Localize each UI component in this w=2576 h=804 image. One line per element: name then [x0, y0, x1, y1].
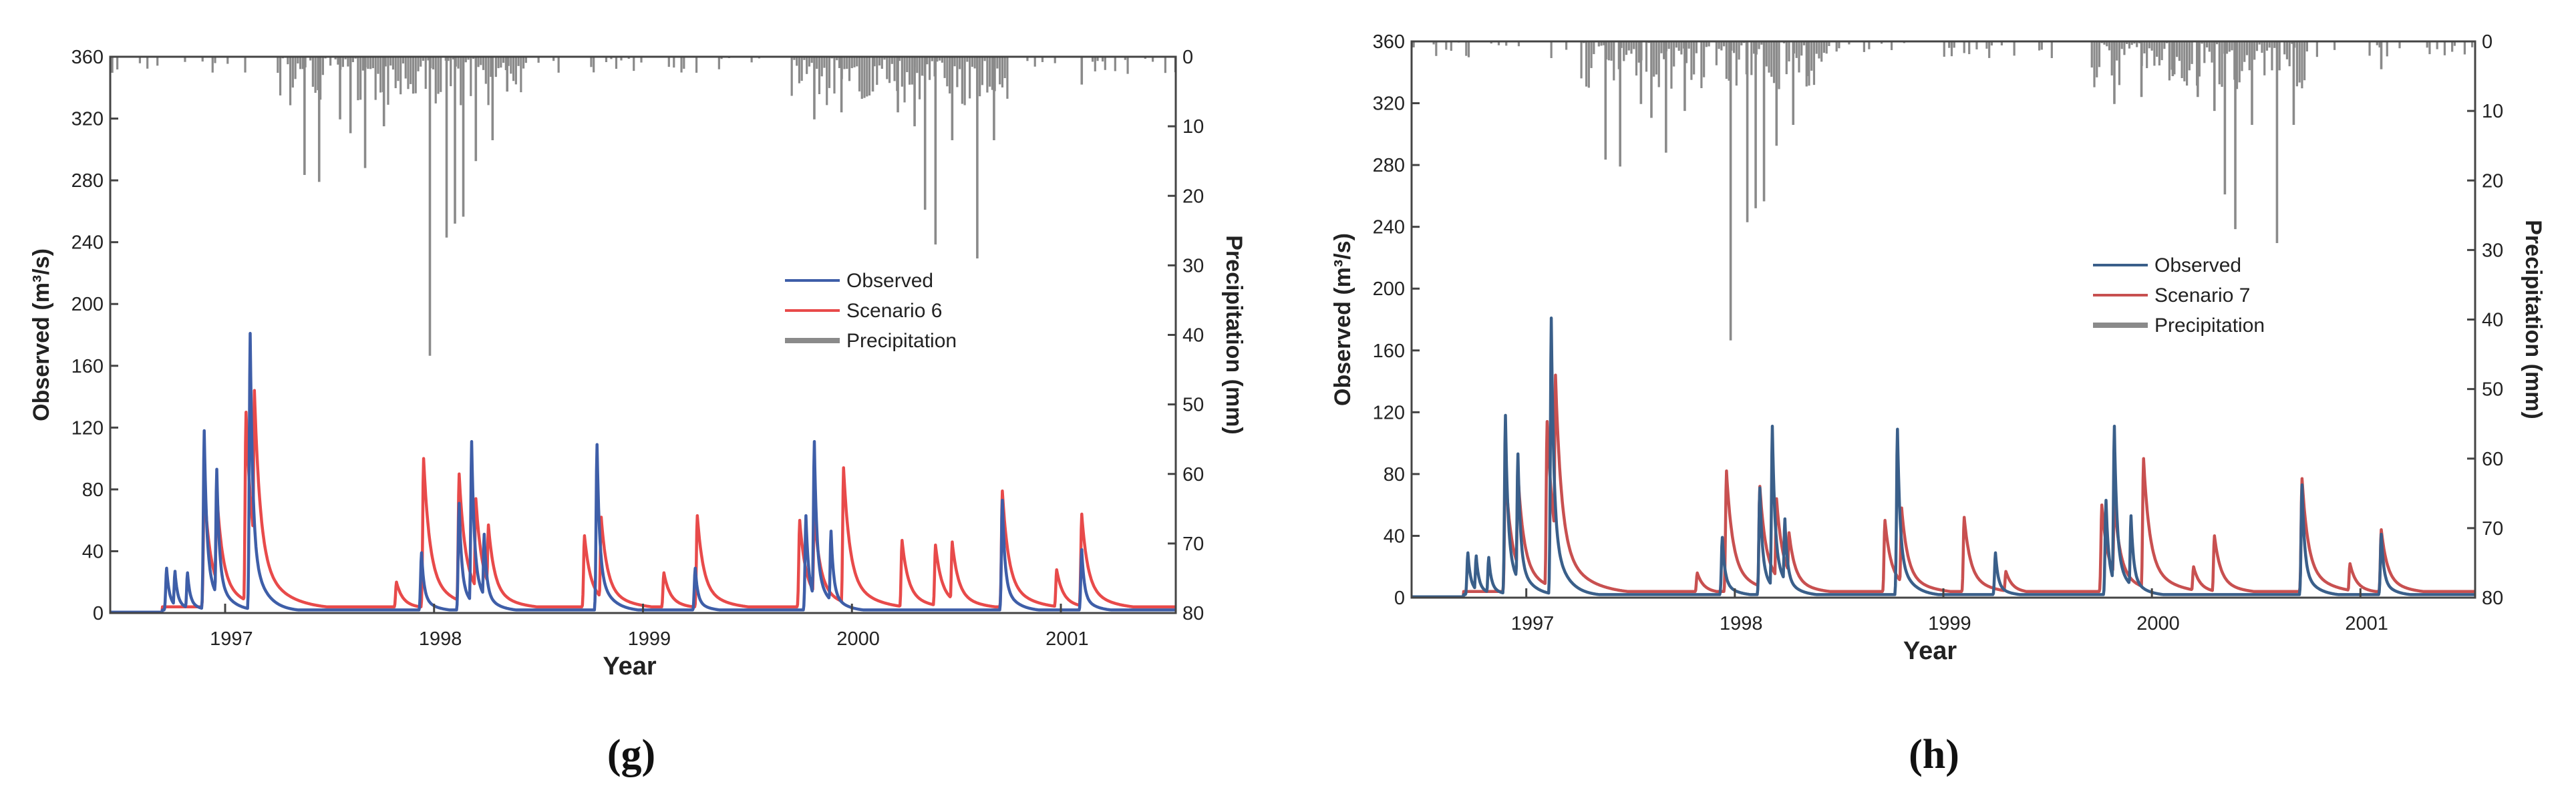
legend: Observed Scenario 7 Precipitation — [2093, 254, 2265, 337]
x-tick-label: 2001 — [2345, 613, 2388, 634]
x-axis-title: Year — [1903, 637, 1957, 665]
y-tick-label: 160 — [71, 356, 104, 377]
x-axis-title: Year — [603, 652, 657, 680]
x-axis: 1997 1998 1999 2000 2001 — [210, 604, 1089, 650]
y2-tick-label: 60 — [2482, 449, 2503, 470]
x-tick-label: 1999 — [1928, 613, 1971, 634]
y-axis-right: 0 10 20 30 40 50 60 70 80 — [2467, 31, 2503, 609]
legend-label: Scenario 6 — [846, 300, 942, 322]
y-tick-label: 160 — [1373, 341, 1405, 362]
y2-tick-label: 10 — [2482, 101, 2503, 122]
legend-label: Scenario 7 — [2154, 284, 2250, 307]
x-tick-label: 1999 — [628, 628, 671, 650]
panel-label: (g) — [607, 732, 655, 777]
y-tick-label: 360 — [1373, 31, 1405, 53]
y2-tick-label: 70 — [2482, 518, 2503, 540]
discharge-lines — [109, 331, 1176, 614]
chart-panel-h: 0 40 80 120 160 200 240 280 320 360 0 10 20 30 40 50 60 7… — [1330, 31, 2546, 777]
y2-tick-label: 20 — [2482, 170, 2503, 192]
precipitation-bars — [111, 57, 1176, 356]
x-tick-label: 1998 — [1720, 613, 1763, 634]
y-axis-left: 0 40 80 120 160 200 240 280 320 360 — [71, 47, 118, 624]
legend-label: Observed — [846, 270, 933, 292]
legend-label: Precipitation — [2154, 315, 2265, 337]
x-tick-label: 1997 — [210, 628, 253, 650]
x-tick-label: 1998 — [419, 628, 462, 650]
discharge-lines — [1410, 316, 2476, 599]
plot-frame — [1410, 40, 2476, 599]
y-tick-label: 40 — [1384, 526, 1405, 547]
y-axis-right: 0 10 20 30 40 50 60 70 80 — [1168, 47, 1204, 624]
y-tick-label: 360 — [71, 47, 104, 68]
y-tick-label: 320 — [71, 109, 104, 130]
y-tick-label: 120 — [71, 417, 104, 439]
y2-tick-label: 40 — [2482, 310, 2503, 331]
y-tick-label: 280 — [1373, 155, 1405, 176]
y2-tick-label: 70 — [1182, 534, 1204, 555]
y-tick-label: 200 — [1373, 278, 1405, 300]
x-tick-label: 1997 — [1511, 613, 1555, 634]
y-tick-label: 40 — [82, 541, 104, 562]
scenario-line — [1410, 373, 2476, 599]
precipitation-bars — [1412, 41, 2474, 341]
y-tick-label: 240 — [1373, 217, 1405, 238]
panel-label: (h) — [1909, 732, 1959, 777]
y2-tick-label: 30 — [1182, 255, 1204, 276]
y2-tick-label: 20 — [1182, 186, 1204, 207]
y2-tick-label: 60 — [1182, 464, 1204, 485]
y2-axis-title: Precipitation (mm) — [1221, 235, 1247, 434]
y-tick-label: 240 — [71, 232, 104, 254]
chart-panel-g: 0 40 80 120 160 200 240 280 320 360 0 10 20 30 40 50 60 7… — [29, 47, 1247, 777]
y-tick-label: 0 — [1394, 588, 1405, 609]
legend-label: Precipitation — [846, 330, 957, 352]
x-tick-label: 2000 — [836, 628, 880, 650]
y-axis-left: 0 40 80 120 160 200 240 280 320 360 — [1373, 31, 1420, 609]
y2-tick-label: 80 — [2482, 588, 2503, 609]
y2-tick-label: 30 — [2482, 240, 2503, 261]
y2-tick-label: 10 — [1182, 116, 1204, 138]
x-tick-label: 2000 — [2136, 613, 2180, 634]
y2-tick-label: 50 — [1182, 395, 1204, 416]
y-tick-label: 80 — [1384, 464, 1405, 485]
legend-label: Observed — [2154, 254, 2241, 276]
y-tick-label: 80 — [82, 479, 104, 501]
legend: Observed Scenario 6 Precipitation — [785, 270, 957, 352]
plot-frame — [109, 55, 1177, 614]
y-tick-label: 0 — [93, 603, 104, 624]
y2-tick-label: 80 — [1182, 603, 1204, 624]
y2-tick-label: 0 — [2482, 31, 2492, 53]
y-axis-title: Observed (m³/s) — [29, 248, 54, 421]
y-tick-label: 120 — [1373, 402, 1405, 423]
y2-tick-label: 50 — [2482, 379, 2503, 401]
y2-tick-label: 40 — [1182, 325, 1204, 347]
y-tick-label: 320 — [1373, 93, 1405, 115]
y-tick-label: 280 — [71, 170, 104, 192]
y2-axis-title: Precipitation (mm) — [2521, 220, 2546, 419]
y-tick-label: 200 — [71, 294, 104, 315]
scenario-line — [109, 389, 1176, 614]
x-tick-label: 2001 — [1045, 628, 1089, 650]
y2-tick-label: 0 — [1182, 47, 1193, 68]
y-axis-title: Observed (m³/s) — [1330, 233, 1355, 406]
x-axis: 1997 1998 1999 2000 2001 — [1511, 588, 2388, 634]
